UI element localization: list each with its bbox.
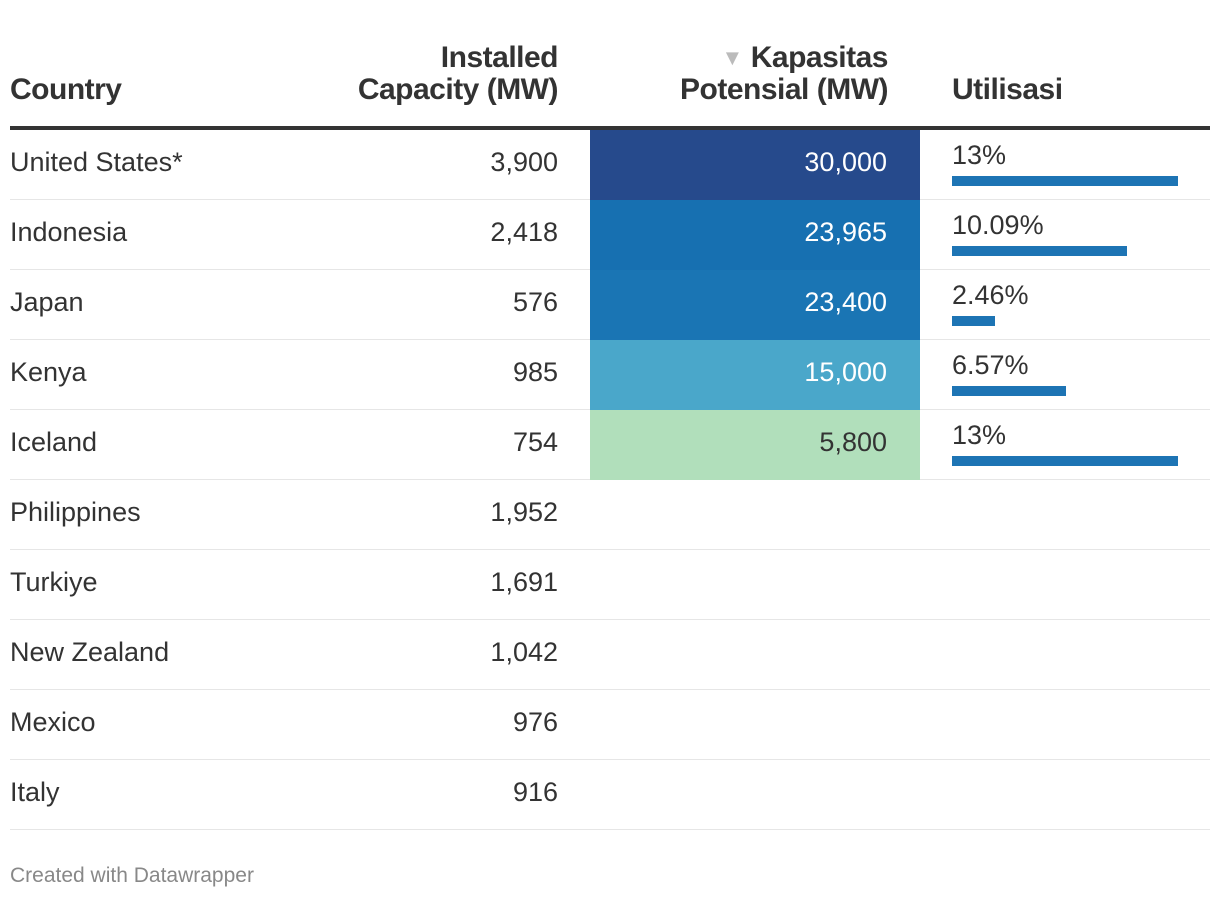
utilisasi-label: 10.09% [952,210,1044,240]
table-header: Country Installed Capacity (MW) ▼ Kapasit… [10,0,1210,130]
cell-potential-capacity: 23,400 [590,270,920,340]
cell-installed-capacity: 576 [512,287,558,317]
data-table: Country Installed Capacity (MW) ▼ Kapasit… [10,0,1210,830]
table-row: Iceland 754 5,800 13% [10,410,1210,480]
cell-country: Turkiye [10,567,98,597]
cell-installed-capacity: 976 [512,707,558,737]
table-row: United States* 3,900 30,000 13% [10,130,1210,200]
cell-potential-capacity: 5,800 [590,410,920,480]
table-row: Kenya 985 15,000 6.57% [10,340,1210,410]
cell-installed-capacity: 985 [512,357,558,387]
table-row: New Zealand 1,042 [10,620,1210,690]
cell-potential-capacity: 15,000 [590,340,920,410]
cell-utilisasi: 6.57% [952,340,1210,409]
cell-country: Philippines [10,497,141,527]
cell-country: Mexico [10,707,96,737]
cell-country: New Zealand [10,637,170,667]
potential-header-line1: Kapasitas [750,41,889,74]
sort-descending-icon: ▼ [721,45,743,70]
utilisasi-label: 13% [952,420,1007,450]
column-header-country[interactable]: Country [10,73,122,106]
utilisasi-label: 2.46% [952,280,1029,310]
cell-country: Japan [10,287,84,317]
table-row: Italy 916 [10,760,1210,830]
table-row: Mexico 976 [10,690,1210,760]
table-row: Philippines 1,952 [10,480,1210,550]
utilisasi-label: 6.57% [952,350,1029,380]
table-row: Japan 576 23,400 2.46% [10,270,1210,340]
utilisasi-bar [952,316,995,326]
table-body: United States* 3,900 30,000 13% Indonesia 2,4… [10,130,1210,830]
cell-utilisasi: 13% [952,410,1210,479]
column-header-installed-capacity[interactable]: Installed Capacity (MW) [357,41,559,106]
utilisasi-bar [952,246,1127,256]
cell-potential-capacity: 23,965 [590,200,920,270]
cell-country: United States* [10,147,183,177]
cell-installed-capacity: 1,952 [490,497,558,527]
cell-potential-capacity: 30,000 [590,130,920,200]
cell-utilisasi: 2.46% [952,270,1210,339]
utilisasi-bar [952,176,1178,186]
potential-header-line2: Potensial (MW) [680,73,889,106]
cell-country: Indonesia [10,217,128,247]
utilisasi-bar [952,386,1066,396]
cell-utilisasi: 10.09% [952,200,1210,269]
column-header-utilisasi[interactable]: Utilisasi [952,73,1063,106]
cell-installed-capacity: 2,418 [490,217,558,247]
column-header-potential-capacity[interactable]: ▼ Kapasitas Potensial (MW) [680,41,889,106]
cell-country: Italy [10,777,60,807]
cell-country: Iceland [10,427,98,457]
footer-credit[interactable]: Created with Datawrapper [10,864,254,887]
cell-utilisasi: 13% [952,130,1210,199]
cell-country: Kenya [10,357,87,387]
table-row: Turkiye 1,691 [10,550,1210,620]
cell-installed-capacity: 754 [512,427,558,457]
installed-header-line1: Installed [440,41,559,74]
cell-installed-capacity: 1,691 [490,567,558,597]
cell-installed-capacity: 916 [512,777,558,807]
installed-header-line2: Capacity (MW) [357,73,559,106]
table-row: Indonesia 2,418 23,965 10.09% [10,200,1210,270]
cell-installed-capacity: 1,042 [490,637,558,667]
utilisasi-label: 13% [952,140,1007,170]
cell-installed-capacity: 3,900 [490,147,558,177]
utilisasi-bar [952,456,1178,466]
